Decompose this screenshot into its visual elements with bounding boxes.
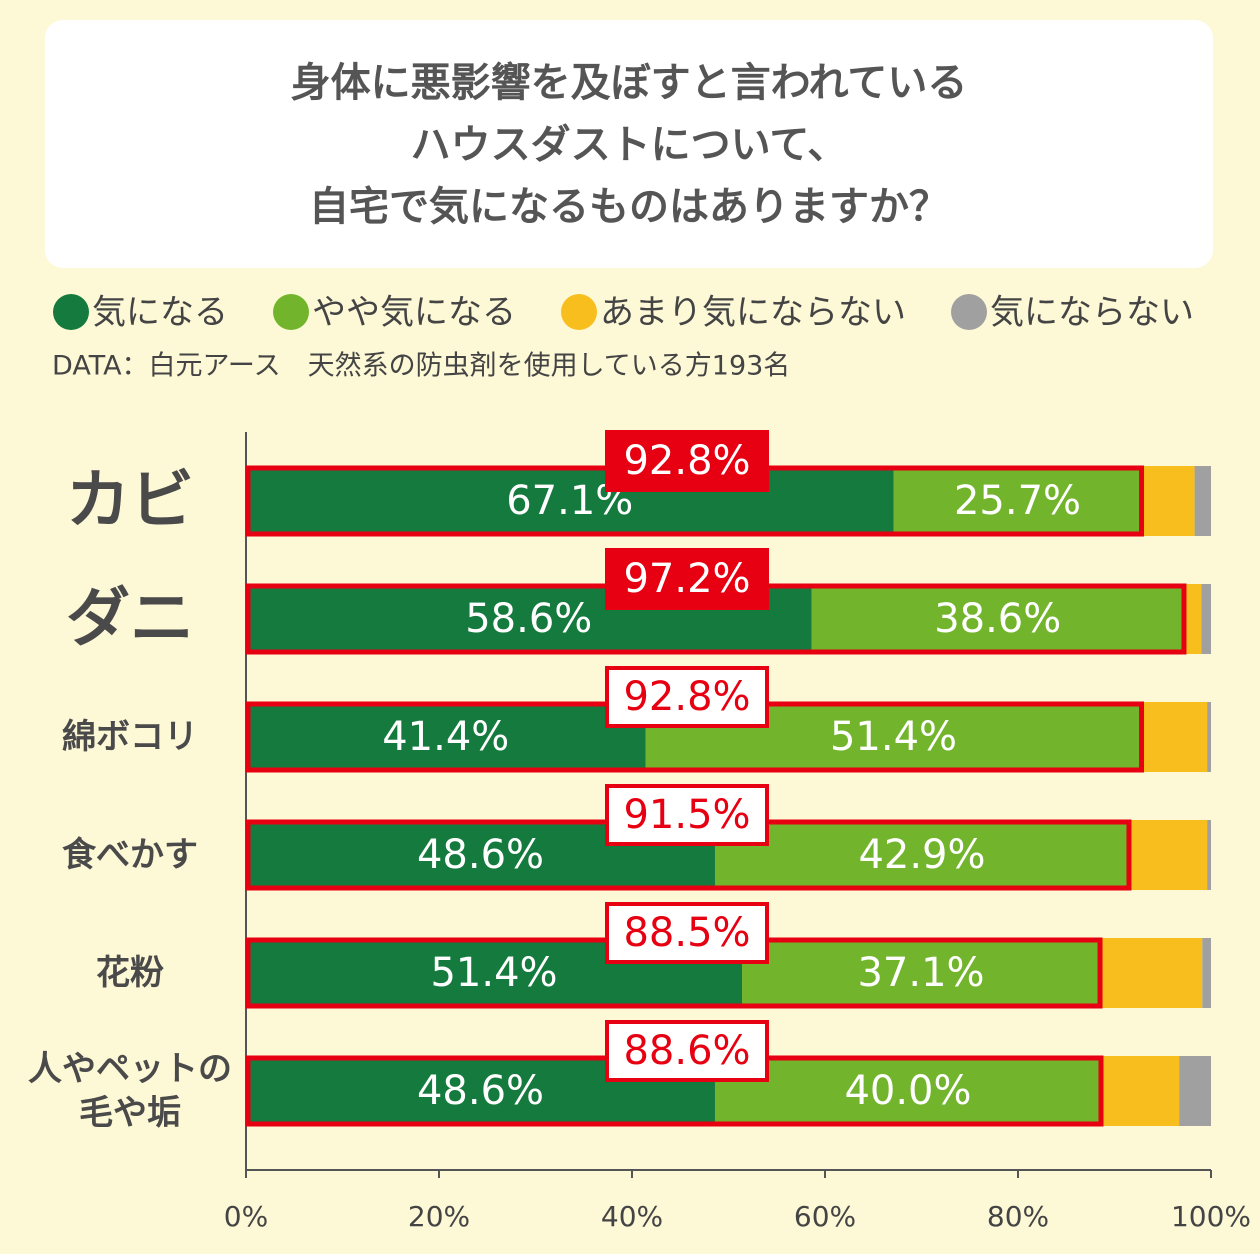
value-label: 51.4% — [430, 950, 557, 996]
total-label: 92.8% — [623, 438, 750, 484]
bar-segment — [1100, 1056, 1180, 1126]
value-label: 40.0% — [844, 1068, 971, 1114]
x-tick-label: 40% — [601, 1200, 663, 1233]
total-box — [605, 666, 769, 728]
bar-segment — [1128, 820, 1208, 890]
bar-segment — [1201, 584, 1211, 654]
legend-marker — [561, 294, 597, 330]
chart-title: 身体に悪影響を及ぼすと言われている ハウスダストについて、 自宅で気になるものは… — [290, 60, 968, 230]
bar-segment — [714, 820, 1129, 890]
value-label: 25.7% — [954, 478, 1081, 524]
total-label: 97.2% — [623, 556, 750, 602]
bar-segment — [811, 584, 1184, 654]
x-tick-label: 20% — [408, 1200, 470, 1233]
legend-label: 気になる — [92, 293, 228, 333]
value-label: 48.6% — [417, 832, 544, 878]
category-label: カビ — [66, 464, 194, 538]
value-label: 42.9% — [858, 832, 985, 878]
bar-segment — [1183, 584, 1202, 654]
category-label: 花粉 — [96, 953, 164, 993]
total-box — [605, 430, 769, 492]
bar-segment — [742, 938, 1101, 1008]
value-label: 48.6% — [417, 1068, 544, 1114]
x-tick-label: 80% — [987, 1200, 1049, 1233]
bar-segment — [1194, 466, 1211, 536]
total-label: 88.6% — [623, 1028, 750, 1074]
legend-label: やや気になる — [312, 293, 516, 333]
bar-segment — [1100, 938, 1203, 1008]
legend-label: あまり気にならない — [600, 293, 906, 333]
total-box — [605, 1020, 769, 1082]
value-label: 38.6% — [934, 596, 1061, 642]
legend-label: 気にならない — [990, 293, 1194, 333]
value-label: 58.6% — [465, 596, 592, 642]
title-box — [45, 20, 1213, 268]
bar-segment — [246, 466, 894, 536]
category-label: 人やペットの 毛や垢 — [28, 1049, 232, 1133]
x-tick-label: 0% — [224, 1200, 268, 1233]
value-label: 41.4% — [382, 714, 509, 760]
legend-marker — [53, 294, 89, 330]
value-label: 37.1% — [857, 950, 984, 996]
bar-segment — [1207, 702, 1211, 772]
total-label: 88.5% — [623, 910, 750, 956]
subtitle: DATA：白元アース 天然系の防虫剤を使用している方193名 — [52, 351, 790, 382]
bar-segment — [1141, 702, 1208, 772]
total-box — [605, 784, 769, 846]
bar-segment — [1179, 1056, 1211, 1126]
bar-segment — [1141, 466, 1195, 536]
legend-marker — [951, 294, 987, 330]
category-label: 食べかす — [62, 835, 198, 875]
value-label: 51.4% — [830, 714, 957, 760]
bar-segment — [1202, 938, 1211, 1008]
legend-marker — [273, 294, 309, 330]
total-label: 91.5% — [623, 792, 750, 838]
category-label: 綿ボコリ — [62, 717, 198, 757]
bar-segment — [714, 1056, 1101, 1126]
total-label: 92.8% — [623, 674, 750, 720]
total-box — [605, 548, 769, 610]
bar-segment — [1207, 820, 1211, 890]
bar-segment — [246, 702, 646, 772]
x-tick-label: 100% — [1171, 1200, 1251, 1233]
category-label: ダニ — [66, 582, 194, 656]
bar-segment — [893, 466, 1142, 536]
x-tick-label: 60% — [794, 1200, 856, 1233]
total-box — [605, 902, 769, 964]
